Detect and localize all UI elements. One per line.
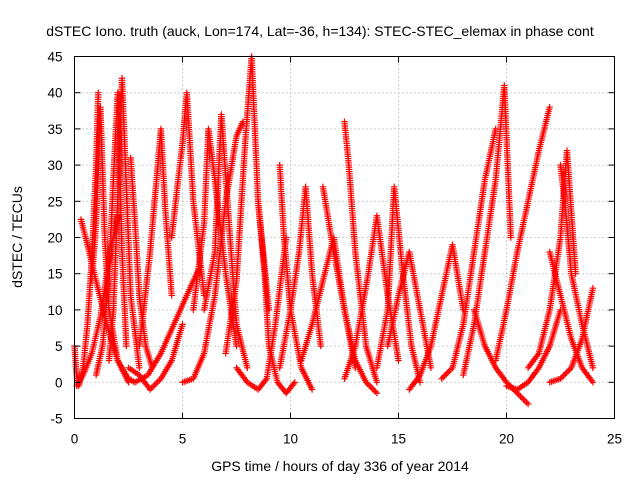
data-point — [523, 399, 530, 406]
data-point — [125, 379, 132, 386]
data-series — [298, 234, 359, 372]
data-point — [168, 292, 175, 299]
data-series — [125, 321, 186, 393]
data-point — [370, 386, 378, 394]
data-point — [149, 383, 157, 390]
data-series — [222, 53, 273, 357]
data-series — [557, 161, 597, 372]
data-point — [443, 370, 450, 378]
data-series — [470, 306, 532, 408]
data-point — [372, 388, 379, 395]
data-series — [276, 183, 324, 372]
x-tick-label: 15 — [391, 432, 406, 447]
data-series — [460, 82, 515, 379]
data-series — [200, 111, 251, 372]
y-tick-label: 30 — [47, 158, 62, 173]
data-series — [254, 198, 299, 397]
x-tick-label: 20 — [499, 432, 514, 447]
x-axis-label: GPS time / hours of day 336 of year 2014 — [211, 458, 469, 474]
data-point — [438, 375, 445, 382]
data-point — [367, 383, 374, 391]
data-point — [446, 367, 453, 375]
y-tick-label: 10 — [47, 303, 62, 318]
data-point — [153, 380, 160, 387]
data-point — [441, 372, 448, 379]
y-tick-label: 25 — [47, 194, 62, 209]
y-tick-label: 15 — [47, 267, 62, 282]
data-point — [520, 396, 527, 403]
data-point — [365, 382, 373, 389]
data-marks — [71, 53, 597, 408]
chart-title: dSTEC Iono. truth (auck, Lon=174, Lat=-3… — [46, 23, 594, 39]
data-point — [369, 385, 376, 392]
y-tick-labels: -5 0 5 10 15 20 25 30 35 40 45 — [47, 50, 62, 427]
y-tick-label: 45 — [47, 50, 62, 65]
data-point — [518, 394, 526, 402]
data-point — [524, 400, 532, 408]
data-series — [136, 125, 175, 350]
data-point — [561, 370, 569, 378]
data-point — [291, 379, 299, 386]
data-point — [151, 381, 158, 389]
data-point — [136, 364, 143, 372]
data-point — [244, 364, 251, 372]
data-point — [560, 372, 567, 379]
data-point — [179, 321, 186, 328]
y-axis-label: dSTEC / TECUs — [9, 186, 25, 288]
data-point — [154, 378, 162, 385]
data-point — [444, 369, 452, 376]
y-tick-label: 35 — [47, 122, 62, 137]
data-point — [373, 389, 381, 397]
data-point — [123, 342, 130, 350]
data-point — [515, 391, 523, 398]
y-tick-label: -5 — [50, 412, 62, 427]
data-point — [563, 369, 570, 376]
x-tick-labels: 0 5 10 15 20 25 — [71, 432, 622, 447]
data-point — [233, 342, 240, 350]
data-point — [565, 367, 572, 375]
data-point — [517, 393, 524, 400]
x-tick-label: 5 — [179, 432, 187, 447]
data-point — [440, 373, 447, 381]
y-tick-label: 5 — [55, 339, 63, 354]
data-point — [95, 89, 102, 96]
data-series — [168, 89, 208, 299]
data-point — [308, 386, 316, 393]
data-series — [92, 89, 130, 379]
x-tick-label: 10 — [283, 432, 298, 447]
x-tick-label: 0 — [71, 432, 79, 447]
y-tick-label: 0 — [55, 375, 63, 390]
y-tick-label: 40 — [47, 86, 62, 101]
y-tick-label: 20 — [47, 231, 62, 246]
data-point — [317, 342, 324, 350]
x-tick-label: 25 — [607, 432, 622, 447]
data-point — [521, 397, 529, 405]
